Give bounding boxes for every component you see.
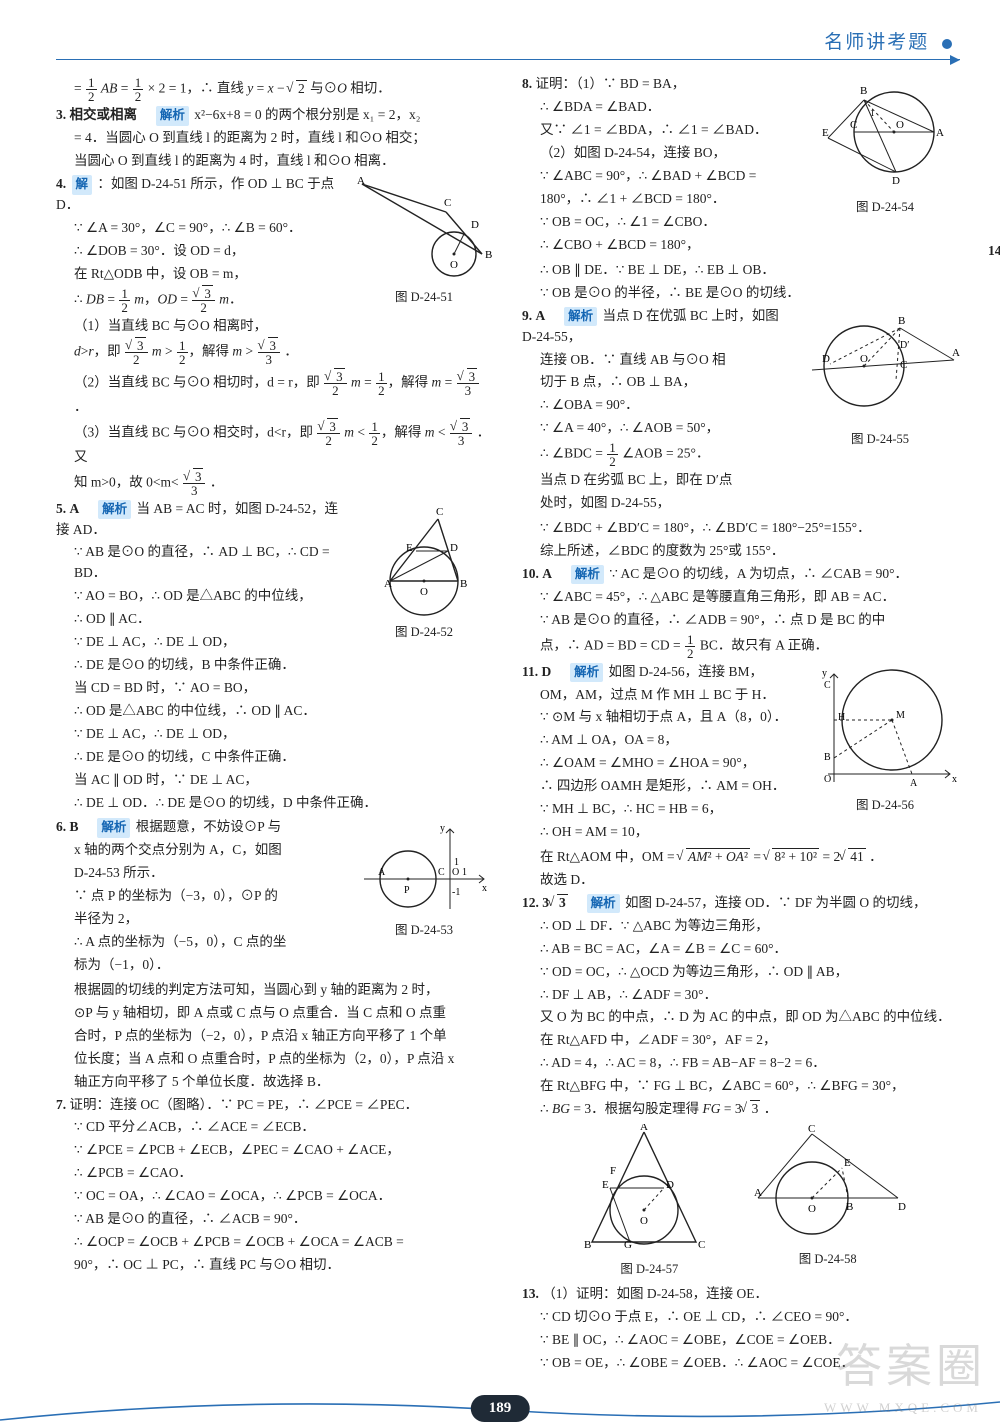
tag-jiexi: 解析 [156, 106, 189, 125]
svg-text:A: A [384, 578, 392, 590]
q3-l2: = 4．当圆心 O 到直线 l 的距离为 2 时，直线 l 和⊙O 相交； [74, 128, 494, 149]
svg-text:x: x [952, 774, 957, 785]
q3: 3. 相交或相离 解析 x²−6x+8 = 0 的两个根分别是 x₁ = 2，x… [56, 105, 494, 126]
q9-block: B A C O D D′ 图 D-24-55 9. A 解析 当点 D 在优弧 … [522, 306, 960, 562]
svg-text:C: C [824, 680, 831, 691]
fig-58: A C E O B D 图 D-24-58 [748, 1124, 908, 1270]
q8-cont-2: ∵ OB 是⊙O 的半径，∴ BE 是⊙O 的切线． [540, 283, 960, 304]
svg-text:M: M [896, 710, 905, 721]
header-dot [942, 39, 952, 49]
watermark-sub: WWW.MXQE.COM [824, 1398, 982, 1418]
svg-text:O: O [896, 119, 904, 131]
svg-text:B: B [860, 85, 867, 97]
svg-text:C: C [808, 1124, 815, 1135]
fig-55: B A C O D D′ 图 D-24-55 [800, 308, 960, 449]
svg-text:E: E [844, 1157, 851, 1169]
svg-text:1: 1 [454, 857, 459, 868]
svg-text:D′: D′ [900, 340, 909, 351]
svg-text:O: O [452, 867, 459, 878]
svg-text:D: D [892, 175, 900, 187]
svg-text:O: O [640, 1215, 648, 1227]
fig-57-58-row: A B C E F D G O 图 D-24-57 [522, 1124, 960, 1280]
svg-text:A: A [910, 778, 918, 789]
fig-57: A B C E F D G O 图 D-24-57 [574, 1124, 724, 1280]
header-title: 名师讲考题 [824, 32, 929, 53]
svg-text:E: E [602, 1179, 609, 1191]
q11-block: O A x y B C H M 图 D-24-56 11. D 解析 如图 D-… [522, 662, 960, 891]
svg-text:A: A [378, 867, 386, 878]
svg-text:y: y [440, 823, 445, 834]
svg-text:D: D [666, 1179, 674, 1191]
fig-52: A B C D E O 图 D-24-52 [354, 501, 494, 642]
svg-text:C: C [444, 197, 451, 209]
svg-text:D: D [450, 542, 458, 554]
fig-51: A C D B O 图 D-24-51 [354, 176, 494, 307]
svg-text:D: D [898, 1201, 906, 1213]
svg-text:1: 1 [462, 867, 467, 878]
q8-block: B A C E D O 1 图 D-24-54 8. 证明：（1）∵ BD = … [522, 74, 960, 257]
fig-56: O A x y B C H M 图 D-24-56 [810, 664, 960, 815]
svg-text:B: B [846, 1201, 853, 1213]
content-columns: = 12 AB = 12 × 2 = 1，∴ 直线 y = x − 2 与⊙O … [56, 74, 960, 1374]
svg-text:G: G [624, 1239, 632, 1251]
tag-jie: 解 [72, 175, 93, 194]
svg-text:A: A [936, 127, 944, 139]
svg-text:O: O [450, 259, 458, 271]
svg-text:D: D [471, 219, 479, 231]
svg-text:C: C [900, 359, 907, 371]
svg-text:-1: -1 [452, 887, 460, 898]
svg-text:C: C [698, 1239, 705, 1251]
svg-text:B: B [898, 315, 905, 327]
svg-text:C: C [438, 867, 445, 878]
svg-text:y: y [822, 668, 827, 679]
svg-text:B: B [824, 752, 831, 763]
svg-text:x: x [482, 883, 487, 894]
q6-block: A P C O 1 x y 1 -1 图 D-24-53 6. B 解析 根据题… [56, 817, 494, 1092]
svg-text:C: C [850, 119, 857, 131]
svg-text:P: P [404, 885, 410, 896]
q8-cont-1: ∴ OB ∥ DE．∵ BE ⊥ DE，∴ EB ⊥ OB． [540, 260, 960, 281]
svg-text:O: O [860, 353, 868, 365]
svg-text:B: B [584, 1239, 591, 1251]
svg-text:C: C [436, 506, 443, 518]
page-number: 189 [471, 1395, 530, 1422]
svg-text:D: D [822, 353, 830, 365]
svg-text:E: E [822, 127, 829, 139]
svg-text:A: A [640, 1124, 648, 1133]
fig-53: A P C O 1 x y 1 -1 图 D-24-53 [354, 819, 494, 940]
svg-text:O: O [824, 774, 831, 785]
svg-text:B: B [460, 578, 467, 590]
pre-q3: = 12 AB = 12 × 2 = 1，∴ 直线 y = x − 2 与⊙O … [74, 76, 494, 103]
svg-text:A: A [357, 176, 365, 187]
header-rule [56, 59, 960, 68]
q3-l3: 当圆心 O 到直线 l 的距离为 4 时，直线 l 和⊙O 相离． [74, 151, 494, 172]
svg-text:O: O [808, 1203, 816, 1215]
svg-text:B: B [485, 249, 492, 261]
q4-block: A C D B O 图 D-24-51 4. 解 ：如图 D-24-51 所示，… [56, 174, 494, 496]
svg-text:H: H [838, 712, 845, 723]
svg-text:O: O [420, 586, 428, 598]
svg-text:A: A [754, 1187, 762, 1199]
svg-text:E: E [406, 542, 413, 554]
svg-text:1: 1 [870, 108, 875, 118]
q5-block: A B C D E O 图 D-24-52 5. A 解析 当 AB = AC … [56, 499, 494, 816]
svg-text:F: F [610, 1165, 616, 1177]
fig-54: B A C E D O 1 图 D-24-54 [810, 76, 960, 217]
svg-text:A: A [952, 347, 960, 359]
